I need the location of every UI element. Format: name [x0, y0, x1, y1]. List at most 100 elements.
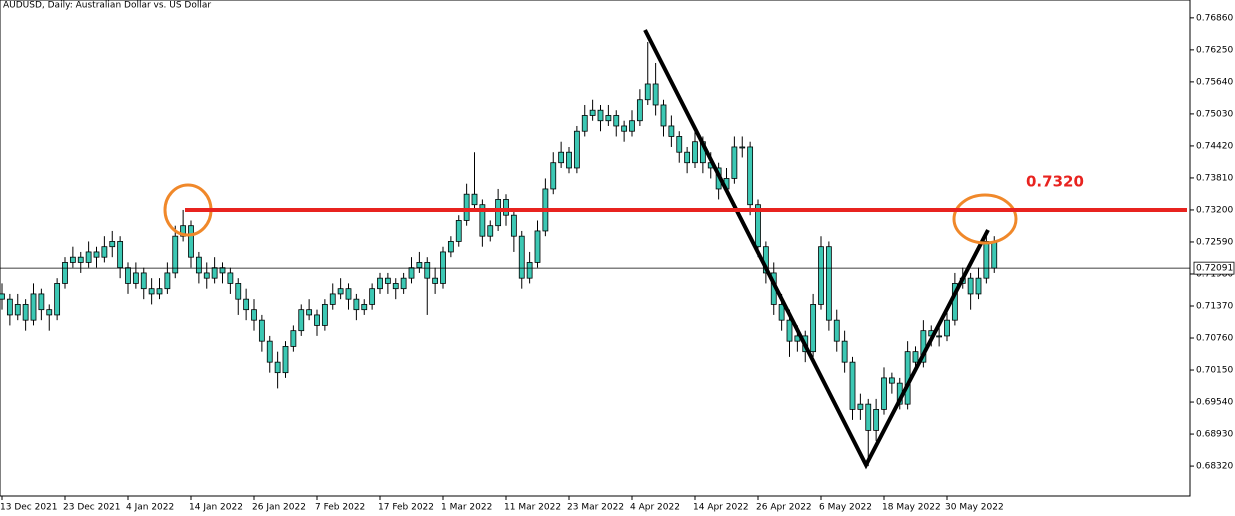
candle-body: [321, 304, 328, 326]
candle-body: [290, 330, 297, 347]
candle-body: [597, 109, 604, 122]
candle-body: [180, 225, 187, 237]
candle-body: [38, 293, 45, 311]
candle-body: [369, 288, 376, 305]
candle-body: [6, 298, 13, 316]
candle-body: [786, 319, 793, 342]
candle-body: [778, 304, 785, 321]
candle-body: [967, 277, 974, 295]
y-tick-label: 0.70150: [1196, 366, 1233, 376]
candle-body: [195, 256, 202, 274]
x-tick-label: 18 May 2022: [882, 503, 941, 513]
candle-body: [589, 109, 596, 116]
candle-body: [314, 314, 320, 326]
candle-body: [818, 246, 824, 305]
x-tick-label: 11 Mar 2022: [504, 503, 561, 513]
candle-body: [865, 403, 872, 431]
candle-body: [377, 277, 383, 290]
candle-body: [148, 288, 155, 295]
candle-body: [487, 225, 494, 237]
candle-body: [581, 115, 588, 132]
candle-body: [455, 220, 462, 242]
candle-body: [873, 408, 880, 431]
candle-body: [46, 309, 53, 316]
candle-body: [156, 288, 163, 295]
candle-body: [54, 283, 61, 316]
x-tick-label: 14 Apr 2022: [693, 503, 749, 513]
candle-body: [235, 283, 242, 300]
y-tick-label: 0.73810: [1196, 173, 1233, 183]
candle-body: [203, 272, 210, 279]
candle-body: [471, 193, 478, 206]
candle-body: [573, 130, 580, 169]
candle-body: [132, 272, 139, 284]
y-tick-label: 0.72590: [1196, 237, 1233, 247]
candle-body: [22, 304, 29, 321]
candle-body: [495, 199, 502, 227]
candle-body: [731, 146, 738, 179]
candle-body: [644, 83, 651, 101]
candle-body: [306, 309, 313, 316]
y-tick-label: 0.75030: [1196, 109, 1233, 119]
candle-body: [566, 151, 572, 169]
y-tick-label: 0.68930: [1196, 430, 1233, 440]
candle-body: [621, 125, 628, 132]
candle-body: [282, 346, 289, 374]
candle-body: [219, 267, 226, 274]
candle-body: [841, 340, 848, 363]
candle-body: [337, 288, 344, 295]
candle-body: [69, 256, 76, 263]
y-tick-label: 0.70760: [1196, 334, 1233, 344]
candle-body: [188, 225, 194, 258]
candle-body: [416, 262, 423, 269]
candle-body: [353, 298, 360, 311]
y-tick-label: 0.76860: [1196, 13, 1233, 23]
candle-body: [258, 319, 265, 342]
candle-body: [400, 277, 407, 290]
candle-body: [518, 235, 525, 279]
candle-body: [77, 256, 84, 263]
candle-body: [668, 125, 675, 137]
candle-body: [810, 304, 817, 353]
y-tick-label: 0.68320: [1196, 462, 1233, 472]
candle-body: [857, 403, 864, 410]
y-tick-label: 0.75640: [1196, 77, 1233, 87]
trend-line: [643, 29, 990, 470]
candle-body: [463, 193, 470, 221]
x-tick-label: 4 Apr 2022: [630, 503, 680, 513]
candle-body: [652, 83, 659, 106]
candle-body: [479, 204, 486, 237]
candle-body: [692, 141, 698, 164]
candle-body: [62, 262, 68, 284]
candle-body: [558, 151, 565, 164]
candle-body: [510, 214, 517, 237]
x-tick-label: 17 Feb 2022: [378, 503, 434, 513]
current-price-box: [1193, 261, 1235, 275]
candle-body: [251, 309, 257, 321]
y-tick-label: 0.69540: [1196, 398, 1233, 408]
candle-body: [361, 304, 368, 311]
candle-body: [605, 115, 612, 122]
candle-body: [550, 162, 557, 190]
candle-body: [211, 267, 218, 279]
current-price-label: 0.72091: [1196, 264, 1233, 274]
candle-body: [849, 361, 856, 410]
x-tick-label: 6 May 2022: [819, 503, 872, 513]
candle-body: [85, 251, 92, 263]
candle-body: [833, 319, 840, 342]
x-tick-label: 23 Mar 2022: [567, 503, 624, 513]
candle-body: [629, 120, 635, 132]
candle-body: [755, 204, 761, 248]
x-tick-label: 26 Apr 2022: [756, 503, 812, 513]
candle-body: [266, 340, 273, 363]
x-tick-label: 26 Jan 2022: [252, 503, 306, 513]
candle-body: [936, 335, 943, 338]
candle-body: [117, 241, 124, 269]
y-tick-label: 0.73200: [1196, 205, 1233, 215]
candle-body: [440, 251, 446, 284]
candle-body: [93, 251, 100, 258]
candle-body: [384, 277, 391, 284]
candle-body: [164, 272, 171, 290]
